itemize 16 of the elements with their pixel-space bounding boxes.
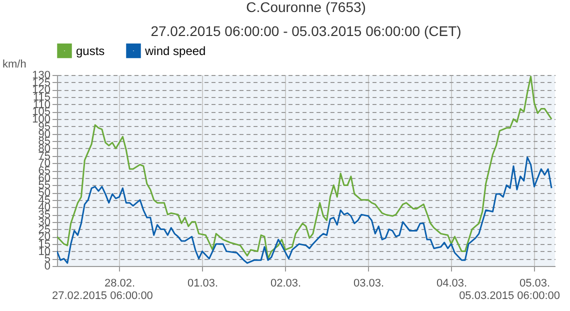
line-series xyxy=(57,76,552,260)
x-tick-label: 04.03. xyxy=(436,278,468,290)
chart-title: C.Couronne (7653) xyxy=(246,0,366,15)
x-tick-label: 28.02. xyxy=(104,278,136,290)
x-tick-label: 05.03. xyxy=(519,278,550,290)
chart-subtitle: 27.02.2015 06:00:00 - 05.03.2015 06:00:00 (CET) xyxy=(150,23,462,39)
x-tick-label: 02.03. xyxy=(270,278,302,290)
legend-label: wind speed xyxy=(144,44,206,58)
y-tick-label: 0 xyxy=(44,260,50,272)
y-axis-title: km/h xyxy=(2,58,26,70)
text: 05.03.2015 06:00:00 xyxy=(459,290,560,302)
text: 27.02.2015 06:00:00 xyxy=(52,290,153,302)
x-tick-label: 03.03. xyxy=(353,278,384,290)
line-series xyxy=(57,156,552,264)
x-tick-label: 01.03. xyxy=(187,278,218,290)
legend-label: gusts xyxy=(76,44,105,58)
